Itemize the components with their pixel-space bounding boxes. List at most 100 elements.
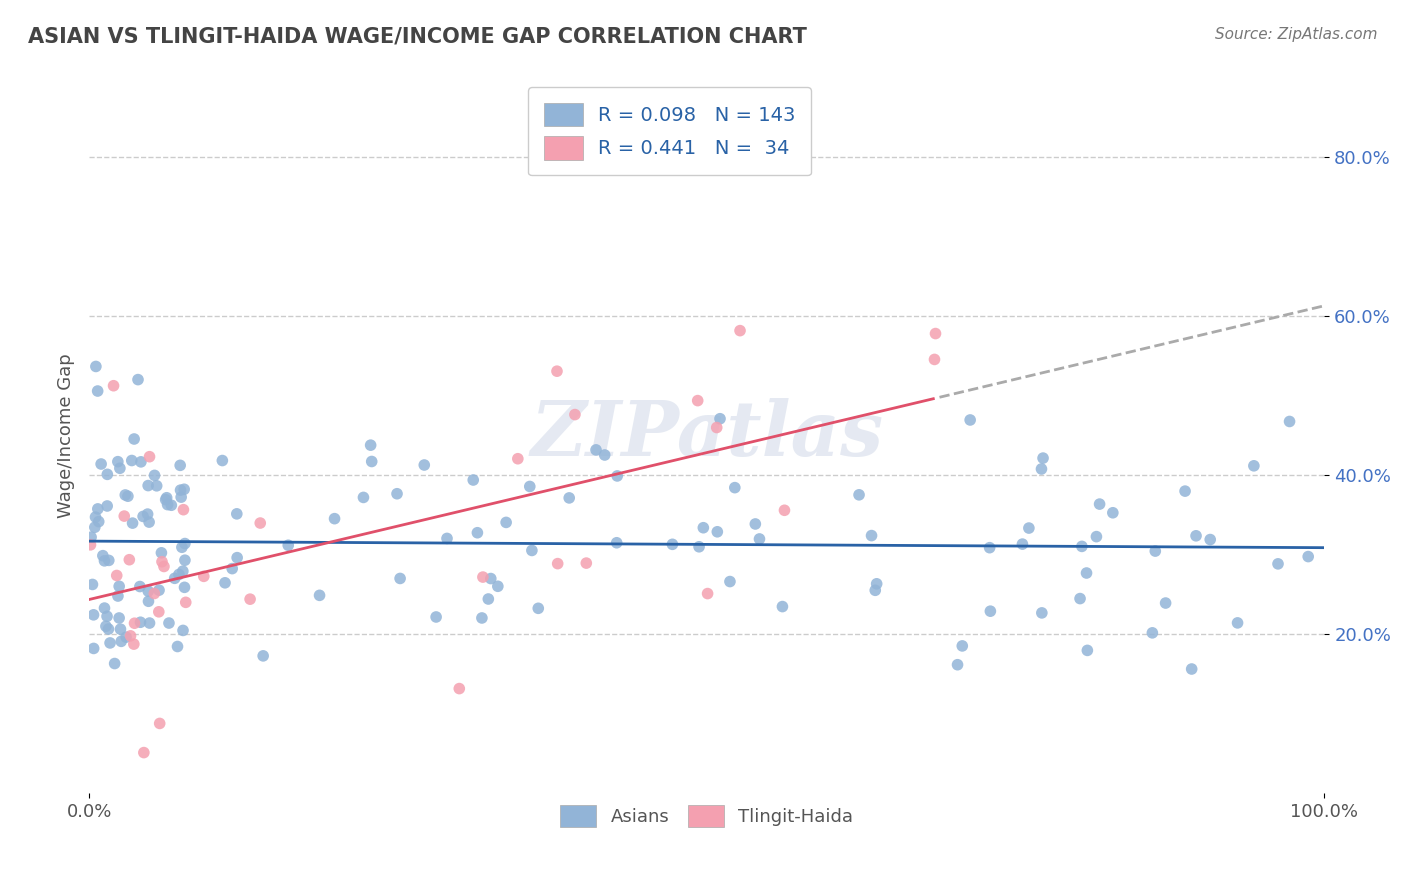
Point: [132, 509, 155, 524]
Point: [979, 604, 1001, 618]
Point: [86, 384, 108, 398]
Point: [950, 639, 973, 653]
Point: [709, 411, 731, 425]
Point: [585, 442, 607, 457]
Point: [1031, 606, 1053, 620]
Point: [688, 540, 710, 554]
Point: [564, 408, 586, 422]
Point: [1296, 549, 1319, 564]
Point: [1101, 506, 1123, 520]
Point: [308, 588, 330, 602]
Point: [117, 489, 139, 503]
Point: [360, 438, 382, 452]
Point: [173, 483, 195, 497]
Y-axis label: Wage/Income Gap: Wage/Income Gap: [58, 353, 75, 517]
Point: [1267, 557, 1289, 571]
Point: [173, 580, 195, 594]
Point: [157, 615, 180, 630]
Point: [728, 324, 751, 338]
Point: [172, 624, 194, 638]
Point: [170, 490, 193, 504]
Point: [136, 584, 159, 599]
Point: [148, 605, 170, 619]
Point: [463, 473, 485, 487]
Point: [226, 550, 249, 565]
Point: [87, 502, 110, 516]
Point: [477, 592, 499, 607]
Point: [706, 420, 728, 434]
Point: [770, 599, 793, 614]
Point: [94, 619, 117, 633]
Point: [1226, 615, 1249, 630]
Point: [520, 543, 543, 558]
Point: [558, 491, 581, 505]
Point: [385, 487, 408, 501]
Point: [107, 455, 129, 469]
Point: [160, 498, 183, 512]
Point: [1070, 540, 1092, 554]
Point: [80, 530, 103, 544]
Point: [277, 538, 299, 552]
Point: [150, 555, 173, 569]
Point: [593, 448, 616, 462]
Point: [848, 488, 870, 502]
Point: [138, 615, 160, 630]
Point: [118, 552, 141, 566]
Point: [773, 503, 796, 517]
Text: ASIAN VS TLINGIT-HAIDA WAGE/INCOME GAP CORRELATION CHART: ASIAN VS TLINGIT-HAIDA WAGE/INCOME GAP C…: [28, 27, 807, 46]
Point: [413, 458, 436, 472]
Point: [1154, 596, 1177, 610]
Point: [1088, 497, 1111, 511]
Point: [449, 681, 471, 696]
Point: [127, 373, 149, 387]
Point: [129, 615, 152, 630]
Point: [121, 453, 143, 467]
Point: [155, 492, 177, 507]
Point: [1144, 544, 1167, 558]
Point: [90, 457, 112, 471]
Point: [122, 432, 145, 446]
Point: [1032, 451, 1054, 466]
Point: [527, 601, 550, 615]
Point: [924, 352, 946, 367]
Point: [1278, 415, 1301, 429]
Point: [471, 611, 494, 625]
Point: [959, 413, 981, 427]
Point: [519, 479, 541, 493]
Point: [979, 541, 1001, 555]
Point: [107, 589, 129, 603]
Point: [744, 516, 766, 531]
Point: [225, 507, 247, 521]
Point: [467, 525, 489, 540]
Point: [136, 478, 159, 492]
Point: [122, 637, 145, 651]
Point: [214, 575, 236, 590]
Point: [93, 601, 115, 615]
Point: [114, 488, 136, 502]
Point: [96, 467, 118, 482]
Point: [103, 378, 125, 392]
Point: [121, 516, 143, 530]
Point: [143, 586, 166, 600]
Point: [112, 509, 135, 524]
Point: [866, 576, 889, 591]
Point: [83, 520, 105, 534]
Point: [82, 577, 104, 591]
Point: [83, 607, 105, 622]
Point: [156, 498, 179, 512]
Point: [148, 583, 170, 598]
Point: [79, 538, 101, 552]
Point: [153, 559, 176, 574]
Point: [1243, 458, 1265, 473]
Point: [96, 499, 118, 513]
Point: [166, 640, 188, 654]
Point: [706, 524, 728, 539]
Point: [1018, 521, 1040, 535]
Point: [506, 451, 529, 466]
Point: [104, 657, 127, 671]
Point: [575, 556, 598, 570]
Point: [138, 450, 160, 464]
Point: [252, 648, 274, 663]
Point: [84, 359, 107, 374]
Point: [91, 549, 114, 563]
